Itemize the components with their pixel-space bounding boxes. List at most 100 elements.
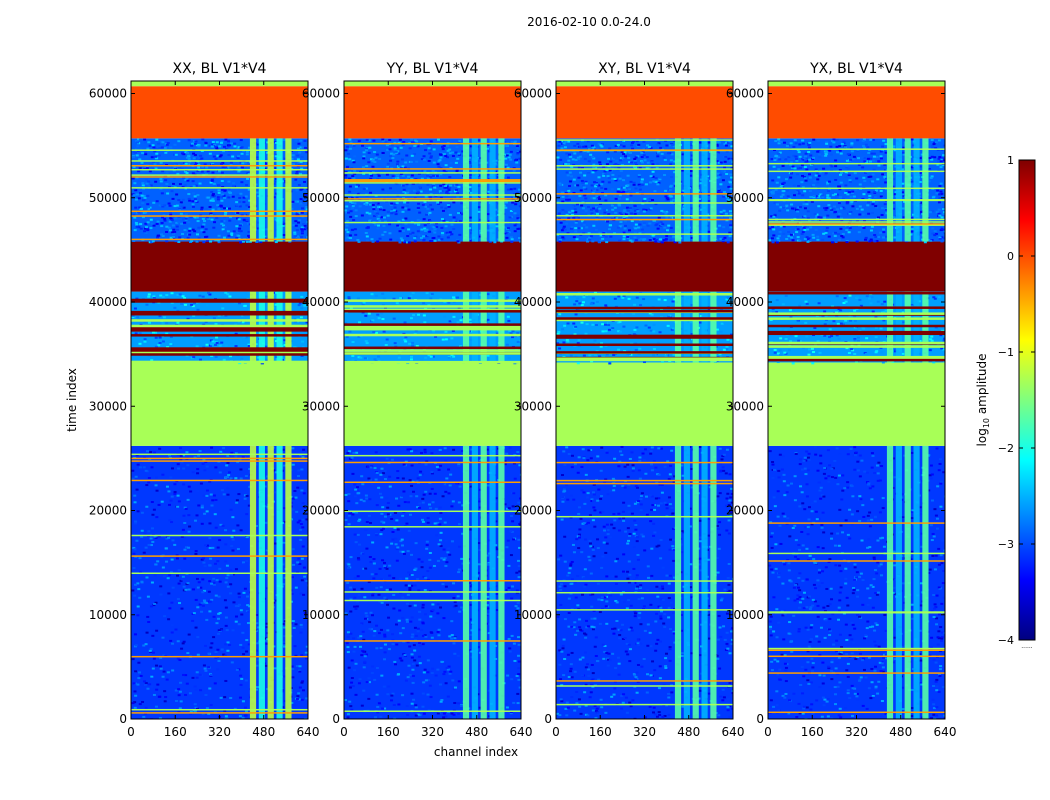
- noise-cell: [572, 551, 576, 554]
- noise-cell: [379, 647, 383, 650]
- noise-cell: [165, 171, 169, 174]
- noise-cell: [156, 236, 160, 239]
- noise-cell: [283, 157, 287, 160]
- noise-cell: [244, 336, 248, 339]
- noise-cell: [426, 517, 430, 520]
- noise-cell: [374, 716, 378, 719]
- noise-cell: [226, 230, 230, 233]
- noise-cell: [579, 517, 583, 520]
- noise-cell: [426, 234, 430, 237]
- noise-cell: [131, 314, 135, 317]
- noise-cell: [479, 229, 483, 232]
- noise-cell: [144, 469, 148, 472]
- noise-cell: [443, 447, 447, 450]
- noise-cell: [431, 609, 435, 612]
- noise-cell: [208, 600, 212, 603]
- noise-cell: [217, 208, 221, 211]
- noise-cell: [146, 615, 150, 618]
- noise-cell: [395, 202, 399, 205]
- noise-cell: [200, 601, 204, 604]
- noise-cell: [456, 240, 460, 243]
- noise-cell: [245, 240, 249, 243]
- noise-cell: [301, 518, 305, 521]
- noise-cell: [580, 489, 584, 492]
- noise-cell: [428, 152, 432, 155]
- noise-cell: [145, 165, 149, 168]
- noise-cell: [426, 659, 430, 662]
- noise-cell: [376, 705, 380, 708]
- noise-cell: [376, 217, 380, 220]
- noise-cell: [604, 449, 608, 452]
- noise-cell: [468, 176, 472, 179]
- y-tick-label: 20000: [89, 504, 127, 518]
- noise-cell: [283, 576, 287, 579]
- noise-cell: [457, 571, 461, 574]
- noise-cell: [255, 191, 259, 194]
- noise-cell: [655, 481, 659, 484]
- noise-cell: [426, 570, 430, 573]
- noise-cell: [655, 585, 659, 588]
- noise-cell: [367, 681, 371, 684]
- noise-cell: [469, 585, 473, 588]
- noise-cell: [487, 689, 491, 692]
- noise-cell: [362, 155, 366, 158]
- noise-cell: [452, 355, 456, 358]
- noise-cell: [504, 226, 508, 229]
- noise-cell: [726, 698, 730, 701]
- noise-cell: [197, 226, 201, 229]
- noise-cell: [133, 706, 137, 709]
- noise-cell: [282, 541, 286, 544]
- noise-cell: [417, 313, 421, 316]
- noise-cell: [698, 689, 702, 692]
- noise-cell: [201, 217, 205, 220]
- noise-cell: [405, 705, 409, 708]
- noise-cell: [404, 679, 408, 682]
- noise-cell: [239, 609, 243, 612]
- noise-cell: [365, 615, 369, 618]
- noise-cell: [592, 499, 596, 502]
- noise-cell: [580, 465, 584, 468]
- time-block: [131, 86, 308, 139]
- noise-cell: [184, 674, 188, 677]
- noise-cell: [494, 159, 498, 162]
- noise-cell: [204, 320, 208, 323]
- noise-cell: [243, 706, 247, 709]
- noise-cell: [406, 191, 410, 194]
- noise-cell: [396, 176, 400, 179]
- noise-cell: [411, 681, 415, 684]
- noise-cell: [237, 166, 241, 169]
- noise-cell: [633, 674, 637, 677]
- noise-cell: [350, 659, 354, 662]
- noise-cell: [292, 563, 296, 566]
- noise-cell: [657, 447, 661, 450]
- noise-cell: [181, 454, 185, 457]
- noise-cell: [357, 240, 361, 243]
- noise-cell: [164, 696, 168, 699]
- noise-cell: [418, 642, 422, 645]
- noise-cell: [638, 477, 642, 480]
- noise-cell: [436, 186, 440, 189]
- noise-cell: [595, 660, 599, 663]
- noise-cell: [561, 647, 565, 650]
- noise-cell: [244, 292, 248, 295]
- noise-cell: [444, 682, 448, 685]
- noise-cell: [210, 579, 214, 582]
- noise-cell: [429, 220, 433, 223]
- noise-cell: [182, 467, 186, 470]
- noise-cell: [246, 622, 250, 625]
- noise-cell: [352, 177, 356, 180]
- noise-cell: [223, 197, 227, 200]
- noise-cell: [245, 150, 249, 153]
- noise-cell: [153, 150, 157, 153]
- noise-cell: [487, 143, 491, 146]
- noise-cell: [361, 630, 365, 633]
- noise-cell: [300, 681, 304, 684]
- noise-cell: [134, 475, 138, 478]
- noise-cell: [224, 344, 228, 347]
- noise-cell: [247, 309, 251, 312]
- noise-cell: [434, 335, 438, 338]
- noise-cell: [154, 536, 158, 539]
- noise-cell: [187, 485, 191, 488]
- time-stripe: [131, 174, 308, 176]
- noise-cell: [414, 704, 418, 707]
